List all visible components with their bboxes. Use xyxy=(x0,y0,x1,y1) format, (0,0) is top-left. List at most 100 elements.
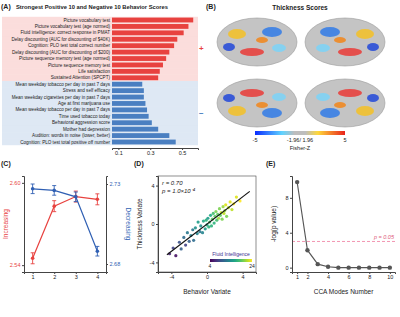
error-cap xyxy=(95,204,99,205)
figure-svg: (A)Strongest Positive 10 and Negative 10… xyxy=(0,0,400,317)
point xyxy=(295,180,299,184)
row-background xyxy=(2,107,198,113)
tick: 3 xyxy=(75,272,78,280)
point xyxy=(210,224,213,227)
brain-region xyxy=(338,48,362,56)
tick-label: 3 xyxy=(75,274,78,280)
tick-label: 4 xyxy=(327,274,330,280)
series-line xyxy=(33,189,98,251)
tick: 8 xyxy=(285,195,292,201)
tick: 0.1 xyxy=(115,148,123,156)
axis-title: Thickness Variate xyxy=(136,198,143,250)
point xyxy=(206,217,209,220)
tick-label: 2.60 xyxy=(10,180,21,186)
axis-line xyxy=(156,177,159,273)
axis-title: Behavior Variate xyxy=(183,288,231,295)
axis: 2.542.60 xyxy=(10,177,25,273)
error-cap xyxy=(95,256,99,257)
row-background xyxy=(2,49,198,55)
category-label: Mean weekday cigarettes per day in past … xyxy=(12,95,111,100)
panel-e: (E)1246810048p = 0.05CCA Modes Number-lo… xyxy=(266,160,396,295)
series-line xyxy=(297,182,390,268)
category-label: Cognition: PLO test total positive off n… xyxy=(20,140,110,145)
category-label: Picture vocabulary test (age normed) xyxy=(35,24,111,29)
tick-mark xyxy=(156,224,158,225)
row-background xyxy=(2,126,198,132)
bar xyxy=(112,18,193,23)
error-cap xyxy=(74,201,78,202)
tick-label: 0.5 xyxy=(179,150,187,156)
error-cap xyxy=(52,195,56,196)
bar xyxy=(112,69,160,74)
bar xyxy=(112,43,174,48)
row-background xyxy=(2,62,198,68)
point xyxy=(218,207,221,210)
category-labels: Picture vocabulary testPicture vocabular… xyxy=(11,18,110,145)
row-background xyxy=(2,87,198,93)
panel-label: (D) xyxy=(134,160,144,168)
tick: 2 xyxy=(306,272,309,280)
brain-region xyxy=(316,93,330,101)
point xyxy=(178,241,181,244)
brain-region xyxy=(367,43,379,51)
brain-region xyxy=(334,102,346,108)
colorbar-label: Fluid Intelligence xyxy=(212,251,250,257)
colorbar xyxy=(255,131,345,135)
axis-line xyxy=(25,273,107,275)
axis: -404 xyxy=(150,177,159,273)
tick: 0 xyxy=(151,221,158,227)
category-label: Audition: words in noise (lower, better) xyxy=(32,133,110,138)
tick: 0.5 xyxy=(179,148,187,156)
point xyxy=(221,218,224,221)
point xyxy=(184,244,187,247)
error-cap xyxy=(31,252,35,253)
tick-mark xyxy=(106,264,108,265)
axis: 1234 xyxy=(25,272,107,280)
brain-outline xyxy=(217,18,297,66)
brain-region xyxy=(240,89,264,97)
tick: 1 xyxy=(296,272,299,280)
axis-title: Decreasing xyxy=(124,208,132,241)
tick-mark xyxy=(156,186,158,187)
tick-label: 2.68 xyxy=(110,261,121,267)
panel-label: (E) xyxy=(266,160,275,168)
brain-region xyxy=(228,106,246,116)
brain-outline xyxy=(305,18,385,66)
category-label: Behavioral aggression score xyxy=(52,120,110,125)
bar xyxy=(112,114,149,119)
tick: 8 xyxy=(368,272,371,280)
bar xyxy=(112,120,152,125)
axis: 2.682.73 xyxy=(106,177,120,273)
point xyxy=(326,265,330,269)
bar xyxy=(112,127,158,132)
brain-region xyxy=(240,48,264,56)
brain-region xyxy=(338,89,362,97)
tick-label: 8 xyxy=(285,195,288,201)
axis-line xyxy=(107,177,109,273)
tick: 4 xyxy=(327,272,330,280)
category-label: Life satisfaction xyxy=(78,69,110,74)
error-cap xyxy=(74,192,78,193)
point xyxy=(186,231,189,234)
bar xyxy=(112,75,158,80)
panel-a: (A)Strongest Positive 10 and Negative 10… xyxy=(1,3,204,156)
figure: (A)Strongest Positive 10 and Negative 10… xyxy=(0,0,400,317)
point xyxy=(357,265,361,269)
category-label: Mother had depression xyxy=(63,127,110,132)
category-label: Stress and self efficacy xyxy=(63,88,111,93)
category-label: Time used tobacco today xyxy=(59,114,111,119)
point xyxy=(230,208,233,211)
brain-outline xyxy=(305,79,385,127)
category-label: Mean weekday tobacco per day in past 7 d… xyxy=(16,107,111,112)
tick-label: 8 xyxy=(368,274,371,280)
bar xyxy=(112,50,169,55)
row-background xyxy=(2,55,198,61)
threshold-line xyxy=(292,241,395,242)
row-background xyxy=(2,120,198,126)
threshold-label: -1.96/ 1.96 xyxy=(287,137,313,143)
plot-area xyxy=(167,191,250,257)
tick: 6 xyxy=(348,272,351,280)
error-cap xyxy=(52,200,56,201)
tick-label: -4 xyxy=(150,260,155,266)
tick-mark xyxy=(290,268,292,269)
